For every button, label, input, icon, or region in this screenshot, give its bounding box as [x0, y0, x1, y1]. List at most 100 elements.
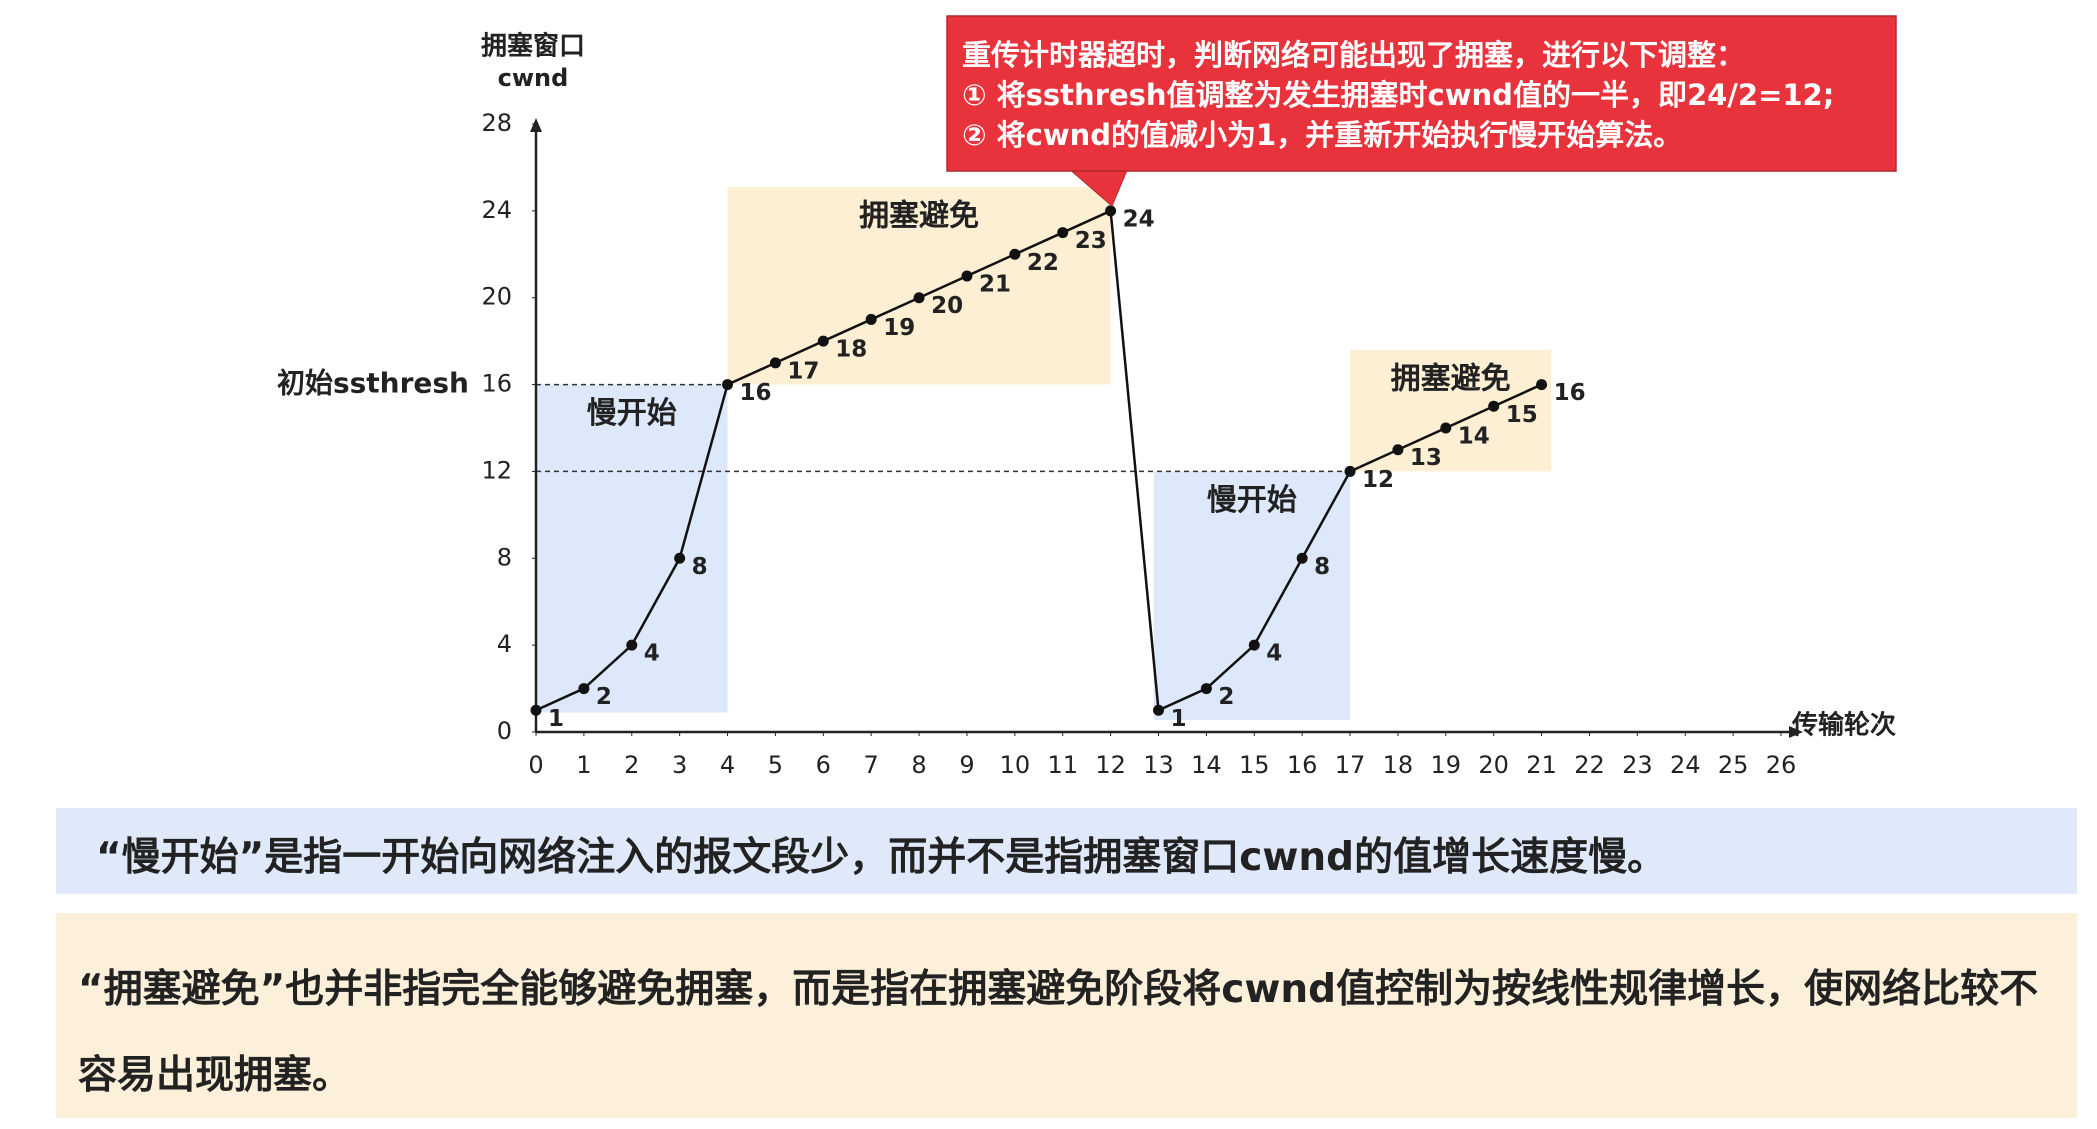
data-label: 1 [548, 706, 564, 732]
x-tick-label: 12 [1095, 751, 1126, 779]
x-tick-label: 6 [816, 751, 831, 779]
y-tick-label: 8 [497, 543, 512, 571]
data-label: 16 [740, 380, 772, 406]
region-label: 慢开始 [1207, 483, 1297, 518]
data-label: 8 [1314, 554, 1330, 580]
y-axis-title: 拥塞窗口 [481, 31, 585, 62]
data-point [1536, 379, 1548, 391]
x-tick-label: 23 [1622, 751, 1653, 779]
callout-text: 重传计时器超时，判断网络可能出现了拥塞，进行以下调整： [962, 38, 1745, 72]
x-tick-label: 11 [1047, 751, 1078, 779]
data-point [530, 704, 542, 716]
region [1350, 349, 1552, 472]
data-point [578, 683, 590, 695]
region [1153, 471, 1351, 721]
data-label: 16 [1554, 380, 1586, 406]
data-label: 23 [1075, 228, 1107, 254]
x-tick-label: 5 [768, 751, 783, 779]
data-point [1344, 465, 1356, 477]
data-point [865, 313, 877, 325]
region-label: 拥塞避免 [1391, 361, 1511, 396]
x-tick-label: 19 [1431, 751, 1462, 779]
x-tick-label: 8 [911, 751, 926, 779]
x-tick-label: 20 [1478, 751, 1509, 779]
region [536, 384, 728, 713]
note: “拥塞避免”也并非指完全能够避免拥塞，而是指在拥塞避免阶段将cwnd值控制为按线… [56, 913, 2077, 1118]
data-point [1200, 683, 1212, 695]
data-label: 13 [1410, 445, 1442, 471]
x-tick-label: 21 [1526, 751, 1557, 779]
data-point [722, 379, 734, 391]
y-axis-arrow [530, 118, 542, 132]
region-label: 慢开始 [587, 396, 677, 431]
data-point [817, 335, 829, 347]
x-tick-label: 9 [959, 751, 974, 779]
data-point [1153, 704, 1164, 716]
data-label: 8 [692, 554, 708, 580]
data-label: 12 [1362, 467, 1394, 493]
data-label: 21 [979, 272, 1011, 298]
x-tick-label: 16 [1287, 751, 1318, 779]
callout-text: ① 将ssthresh值调整为发生拥塞时cwnd值的一半，即24/2=12; [962, 78, 1834, 112]
x-tick-label: 7 [864, 751, 879, 779]
x-tick-label: 2 [624, 751, 639, 779]
x-axis-title: 传输轮次 [1791, 710, 1896, 741]
data-point [1009, 248, 1021, 260]
data-point [626, 639, 638, 651]
y-tick-label: 20 [481, 283, 512, 311]
data-label: 14 [1458, 424, 1490, 450]
x-tick-label: 25 [1718, 751, 1749, 779]
y-tick-label: 0 [497, 717, 512, 745]
callout-box [946, 15, 1897, 172]
data-point [769, 357, 781, 369]
x-tick-label: 18 [1383, 751, 1414, 779]
x-tick-label: 1 [576, 751, 591, 779]
y-tick-label: 4 [497, 630, 512, 658]
data-label: 17 [787, 358, 819, 384]
x-tick-label: 17 [1335, 751, 1366, 779]
note: “慢开始”是指一开始向网络注入的报文段少，而并不是指拥塞窗口cwnd的值增长速度… [56, 808, 2077, 894]
x-tick-label: 14 [1191, 751, 1222, 779]
data-label: 22 [1027, 250, 1059, 276]
data-label: 20 [931, 293, 963, 319]
data-point [1440, 422, 1452, 434]
data-point [1488, 400, 1500, 412]
y-tick-label: 24 [481, 196, 512, 224]
series-line [535, 208, 1543, 713]
callout-text: ② 将cwnd的值减小为1，并重新开始执行慢开始算法。 [962, 118, 1682, 152]
x-tick-label: 15 [1239, 751, 1270, 779]
threshold-label: 初始ssthresh [277, 367, 469, 400]
data-label: 18 [835, 337, 867, 363]
y-tick-label: 16 [481, 370, 512, 398]
data-label: 24 [1123, 206, 1155, 232]
data-point [1392, 444, 1404, 456]
data-point [913, 292, 925, 304]
data-label: 4 [644, 641, 660, 667]
data-label: 2 [596, 684, 612, 710]
y-tick-label: 12 [481, 456, 512, 484]
data-point [1248, 639, 1260, 651]
data-label: 2 [1218, 684, 1234, 710]
x-tick-label: 24 [1670, 751, 1701, 779]
x-tick-label: 10 [1000, 751, 1031, 779]
x-tick-label: 0 [528, 751, 543, 779]
x-tick-label: 4 [720, 751, 735, 779]
y-tick-label: 28 [481, 109, 512, 137]
data-label: 4 [1266, 641, 1282, 667]
data-label: 1 [1171, 706, 1187, 732]
data-point [1105, 205, 1117, 217]
x-tick-label: 3 [672, 751, 687, 779]
chart: 拥塞窗口 cwnd 传输轮次 慢开始拥塞避免慢开始拥塞避免初始ssthresh0… [277, 15, 1897, 779]
x-tick-label: 26 [1766, 751, 1797, 779]
y-axis-subtitle: cwnd [498, 64, 569, 92]
x-tick-label: 22 [1574, 751, 1605, 779]
data-point [1057, 227, 1069, 239]
x-tick-label: 13 [1143, 751, 1174, 779]
data-point [961, 270, 973, 282]
data-label: 15 [1506, 402, 1538, 428]
data-point [674, 552, 686, 564]
region [727, 186, 1111, 385]
x-axis-arrow [1789, 726, 1803, 738]
region-label: 拥塞避免 [859, 198, 979, 233]
